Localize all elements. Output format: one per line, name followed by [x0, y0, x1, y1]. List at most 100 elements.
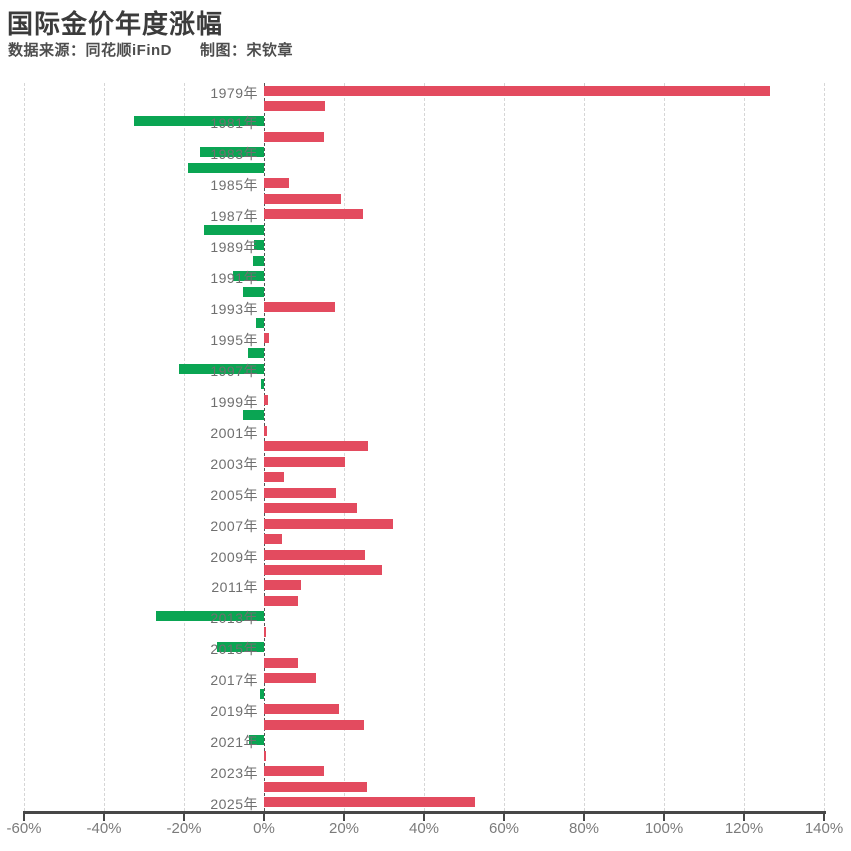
- tick-label-60: 60%: [488, 820, 520, 837]
- tick-mark--20: [183, 811, 185, 821]
- gridline--60: [24, 83, 25, 811]
- bar-2008年: [264, 534, 282, 545]
- gridline-120: [744, 83, 745, 811]
- tick-label-0: 0%: [253, 820, 275, 837]
- bar-2014年: [264, 626, 266, 637]
- year-label-2001年: 2001年: [210, 424, 258, 441]
- bar-1990年: [252, 255, 264, 266]
- bar-2009年: [264, 549, 366, 560]
- bar-1986年: [264, 193, 342, 204]
- bar-2002年: [264, 441, 368, 452]
- gridline-40: [424, 83, 425, 811]
- bar-1980年: [264, 100, 325, 111]
- gridline-140: [824, 83, 825, 811]
- x-axis-line: [24, 811, 826, 814]
- bar-2022年: [264, 750, 266, 761]
- bar-2023年: [264, 766, 324, 777]
- bar-1991年: [233, 271, 264, 282]
- bar-2007年: [264, 518, 393, 529]
- gridline--20: [184, 83, 185, 811]
- bar-1996年: [247, 348, 264, 359]
- bar-1984年: [187, 162, 264, 173]
- year-label-1991年: 1991年: [210, 270, 258, 287]
- bar-2013年: [156, 611, 264, 622]
- bar-1985年: [264, 178, 289, 189]
- bar-2010年: [264, 564, 382, 575]
- bar-1993年: [264, 302, 336, 313]
- gridline-60: [504, 83, 505, 811]
- tick-label--40: -40%: [86, 820, 122, 837]
- bar-1994年: [256, 317, 264, 328]
- year-label-1981年: 1981年: [210, 115, 258, 132]
- bar-2000年: [242, 410, 264, 421]
- year-label-2015年: 2015年: [210, 641, 258, 658]
- bar-1987年: [264, 209, 364, 220]
- year-label-2007年: 2007年: [210, 517, 258, 534]
- bar-2003年: [264, 456, 346, 467]
- year-label-1985年: 1985年: [210, 177, 258, 194]
- bar-1989年: [254, 240, 264, 251]
- bar-2012年: [264, 595, 298, 606]
- tick-mark--60: [23, 811, 25, 821]
- tick-label-100: 100%: [644, 820, 684, 837]
- gridline-80: [584, 83, 585, 811]
- tick-mark-0: [263, 811, 265, 821]
- bar-1998年: [261, 379, 264, 390]
- data-source-label: 数据来源：同花顺iFinD: [8, 42, 172, 59]
- bar-2015年: [216, 642, 264, 653]
- year-label-1989年: 1989年: [210, 239, 258, 256]
- bar-1982年: [264, 131, 324, 142]
- year-label-2023年: 2023年: [210, 765, 258, 782]
- year-label-1997年: 1997年: [210, 362, 258, 379]
- year-label-1993年: 1993年: [210, 301, 258, 318]
- bar-2025年: [264, 796, 476, 807]
- year-label-2003年: 2003年: [210, 455, 258, 472]
- bar-1979年: [264, 85, 770, 96]
- year-label-1995年: 1995年: [210, 331, 258, 348]
- year-label-2005年: 2005年: [210, 486, 258, 503]
- bar-2011年: [264, 580, 302, 591]
- bar-2018年: [260, 688, 264, 699]
- bar-2001年: [264, 425, 268, 436]
- tick-mark-140: [823, 811, 825, 821]
- year-label-1999年: 1999年: [210, 393, 258, 410]
- bar-1988年: [204, 224, 264, 235]
- bar-1992年: [242, 286, 264, 297]
- year-label-2021年: 2021年: [210, 734, 258, 751]
- year-label-2025年: 2025年: [210, 795, 258, 812]
- tick-label-40: 40%: [408, 820, 440, 837]
- bar-1983年: [200, 147, 264, 158]
- bar-1997年: [178, 363, 264, 374]
- tick-label-20: 20%: [328, 820, 360, 837]
- bar-1981年: [134, 116, 264, 127]
- tick-mark-80: [583, 811, 585, 821]
- tick-label--60: -60%: [6, 820, 42, 837]
- tick-mark-60: [503, 811, 505, 821]
- bar-1995年: [264, 332, 269, 343]
- bar-2004年: [264, 472, 284, 483]
- page-title: 国际金价年度涨幅: [7, 9, 224, 39]
- bar-2016年: [264, 657, 299, 668]
- tick-mark-100: [663, 811, 665, 821]
- tick-mark--40: [103, 811, 105, 821]
- tick-mark-20: [343, 811, 345, 821]
- tick-mark-120: [743, 811, 745, 821]
- bar-2024年: [264, 781, 367, 792]
- chart-subtitle: 数据来源：同花顺iFinD 制图：宋钦章: [8, 39, 293, 60]
- bar-2005年: [264, 487, 337, 498]
- year-label-2009年: 2009年: [210, 548, 258, 565]
- tick-label--20: -20%: [166, 820, 202, 837]
- bar-2019年: [264, 704, 340, 715]
- year-label-2011年: 2011年: [211, 579, 258, 596]
- bar-2021年: [248, 735, 264, 746]
- tick-mark-40: [423, 811, 425, 821]
- year-label-1983年: 1983年: [210, 146, 258, 163]
- gridline--40: [104, 83, 105, 811]
- year-label-2019年: 2019年: [210, 703, 258, 720]
- year-label-2017年: 2017年: [210, 672, 258, 689]
- gridline-100: [664, 83, 665, 811]
- year-label-1979年: 1979年: [210, 84, 258, 101]
- year-label-2013年: 2013年: [210, 610, 258, 627]
- tick-label-120: 120%: [724, 820, 764, 837]
